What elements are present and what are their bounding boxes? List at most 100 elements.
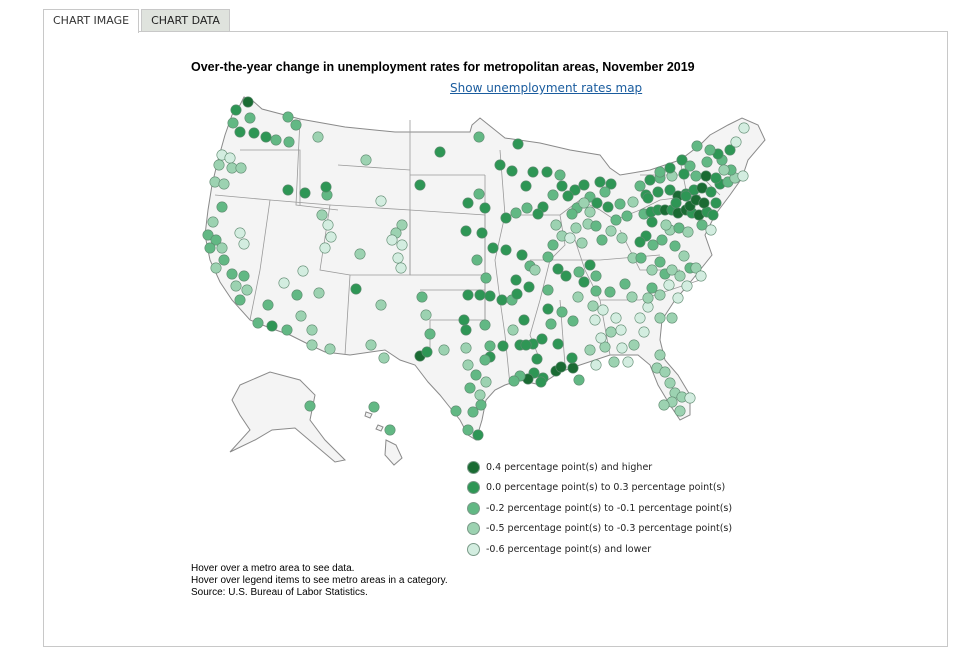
metro-area-dot[interactable] [669, 240, 681, 252]
metro-area-dot[interactable] [654, 256, 666, 268]
metro-area-dot[interactable] [705, 224, 717, 236]
metro-area-dot[interactable] [421, 346, 433, 358]
metro-area-dot[interactable] [474, 389, 486, 401]
metro-area-dot[interactable] [313, 287, 325, 299]
metro-area-dot[interactable] [527, 166, 539, 178]
metro-area-dot[interactable] [628, 339, 640, 351]
legend-item-high[interactable]: 0.4 percentage point(s) and higher [467, 457, 732, 478]
metro-area-dot[interactable] [666, 264, 678, 276]
metro-area-dot[interactable] [506, 165, 518, 177]
metro-area-dot[interactable] [510, 207, 522, 219]
metro-area-dot[interactable] [462, 424, 474, 436]
metro-area-dot[interactable] [210, 262, 222, 274]
metro-area-dot[interactable] [484, 290, 496, 302]
legend-item-large-decrease[interactable]: -0.6 percentage point(s) and lower [467, 539, 732, 560]
metro-area-dot[interactable] [646, 216, 658, 228]
metro-area-dot[interactable] [578, 179, 590, 191]
metro-area-dot[interactable] [572, 291, 584, 303]
metro-area-dot[interactable] [710, 197, 722, 209]
metro-area-dot[interactable] [634, 236, 646, 248]
metro-area-dot[interactable] [659, 366, 671, 378]
metro-area-dot[interactable] [595, 332, 607, 344]
metro-area-dot[interactable] [578, 197, 590, 209]
metro-area-dot[interactable] [681, 280, 693, 292]
metro-area-dot[interactable] [438, 344, 450, 356]
metro-area-dot[interactable] [262, 299, 274, 311]
metro-area-dot[interactable] [635, 252, 647, 264]
metro-area-dot[interactable] [705, 186, 717, 198]
metro-area-dot[interactable] [696, 219, 708, 231]
metro-area-dot[interactable] [312, 131, 324, 143]
metro-area-dot[interactable] [680, 190, 692, 202]
metro-area-dot[interactable] [281, 324, 293, 336]
metro-area-dot[interactable] [564, 232, 576, 244]
metro-area-dot[interactable] [584, 259, 596, 271]
metro-area-dot[interactable] [497, 340, 509, 352]
metro-area-dot[interactable] [545, 318, 557, 330]
metro-area-dot[interactable] [602, 201, 614, 213]
metro-area-dot[interactable] [718, 164, 730, 176]
metro-area-dot[interactable] [590, 359, 602, 371]
metro-area-dot[interactable] [654, 289, 666, 301]
metro-area-dot[interactable] [234, 126, 246, 138]
metro-area-dot[interactable] [462, 359, 474, 371]
metro-area-dot[interactable] [471, 254, 483, 266]
metro-area-dot[interactable] [566, 352, 578, 364]
metro-area-dot[interactable] [378, 352, 390, 364]
metro-area-dot[interactable] [475, 399, 487, 411]
metro-area-dot[interactable] [511, 288, 523, 300]
metro-area-dot[interactable] [700, 170, 712, 182]
metro-area-dot[interactable] [209, 176, 221, 188]
metro-area-dot[interactable] [520, 339, 532, 351]
metro-area-dot[interactable] [375, 195, 387, 207]
metro-area-dot[interactable] [304, 400, 316, 412]
metro-area-dot[interactable] [672, 292, 684, 304]
metro-area-dot[interactable] [500, 244, 512, 256]
metro-area-dot[interactable] [587, 300, 599, 312]
metro-area-dot[interactable] [608, 356, 620, 368]
metro-area-dot[interactable] [605, 225, 617, 237]
metro-area-dot[interactable] [532, 208, 544, 220]
metro-area-dot[interactable] [507, 324, 519, 336]
metro-area-dot[interactable] [599, 186, 611, 198]
metro-area-dot[interactable] [248, 127, 260, 139]
metro-area-dot[interactable] [666, 312, 678, 324]
metro-area-dot[interactable] [270, 134, 282, 146]
metro-area-dot[interactable] [590, 285, 602, 297]
metro-area-dot[interactable] [396, 239, 408, 251]
metro-area-dot[interactable] [210, 234, 222, 246]
metro-area-dot[interactable] [615, 324, 627, 336]
metro-area-dot[interactable] [664, 162, 676, 174]
metro-area-dot[interactable] [202, 229, 214, 241]
metro-area-dot[interactable] [578, 276, 590, 288]
tab-chart-data[interactable]: CHART DATA [141, 9, 230, 32]
metro-area-dot[interactable] [480, 272, 492, 284]
metro-area-dot[interactable] [420, 309, 432, 321]
metro-area-dot[interactable] [204, 242, 216, 254]
metro-area-dot[interactable] [547, 239, 559, 251]
metro-area-dot[interactable] [235, 162, 247, 174]
metro-area-dot[interactable] [690, 170, 702, 182]
metro-area-dot[interactable] [414, 179, 426, 191]
metro-area-dot[interactable] [230, 280, 242, 292]
metro-area-dot[interactable] [416, 291, 428, 303]
metro-area-dot[interactable] [291, 289, 303, 301]
metro-area-dot[interactable] [663, 279, 675, 291]
metro-area-dot[interactable] [434, 146, 446, 158]
metro-area-dot[interactable] [234, 227, 246, 239]
metro-area-dot[interactable] [473, 131, 485, 143]
metro-area-dot[interactable] [698, 197, 710, 209]
metro-area-dot[interactable] [567, 362, 579, 374]
metro-area-dot[interactable] [646, 264, 658, 276]
metro-area-dot[interactable] [605, 178, 617, 190]
metro-area-dot[interactable] [510, 274, 522, 286]
metro-area-dot[interactable] [573, 266, 585, 278]
metro-area-dot[interactable] [460, 225, 472, 237]
metro-area-dot[interactable] [496, 294, 508, 306]
metro-area-dot[interactable] [424, 328, 436, 340]
metro-area-dot[interactable] [542, 251, 554, 263]
metro-area-dot[interactable] [682, 226, 694, 238]
metro-area-dot[interactable] [508, 375, 520, 387]
metro-area-dot[interactable] [604, 286, 616, 298]
metro-area-dot[interactable] [521, 202, 533, 214]
